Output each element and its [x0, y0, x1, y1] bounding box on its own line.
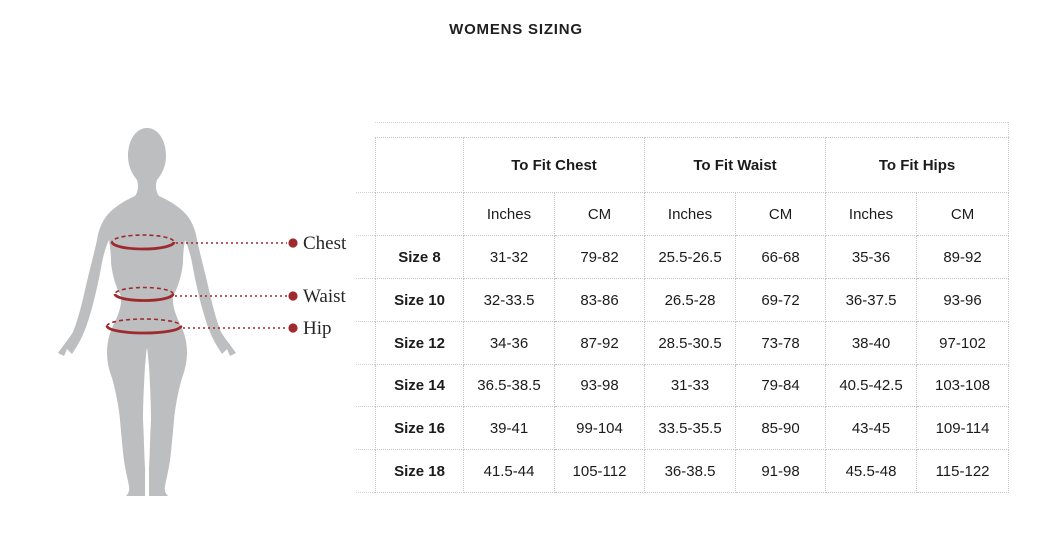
- table-cell: 31-33: [644, 364, 737, 407]
- gridline-left-stub: [356, 492, 375, 493]
- gridline-left-stub: [356, 278, 375, 279]
- table-row: Size 8 31-32 79-82 25.5-26.5 66-68 35-36…: [375, 235, 1010, 279]
- table-cell: 26.5-28: [644, 278, 737, 322]
- table-cell: 89-92: [916, 235, 1010, 279]
- table-cell: 35-36: [825, 235, 918, 279]
- table-cell: 79-82: [553, 235, 646, 279]
- table-cell: 33.5-35.5: [644, 406, 737, 450]
- table-cell: 105-112: [553, 449, 646, 493]
- corner-cell: [375, 137, 464, 193]
- subheader-cell: CM: [553, 192, 646, 236]
- table-cell: 28.5-30.5: [644, 321, 737, 365]
- table-row: Size 18 41.5-44 105-112 36-38.5 91-98 45…: [375, 449, 1010, 493]
- table-cell: 79-84: [735, 364, 827, 407]
- row-label: Size 10: [375, 278, 464, 322]
- table-cell: 93-98: [553, 364, 646, 407]
- corner-cell: [375, 192, 464, 236]
- table-cell: 109-114: [916, 406, 1010, 450]
- table-cell: 91-98: [735, 449, 827, 493]
- womens-sizing-table: To Fit Chest To Fit Waist To Fit Hips In…: [375, 137, 1010, 493]
- gridline-left-stub: [356, 192, 375, 193]
- table-row: Size 16 39-41 99-104 33.5-35.5 85-90 43-…: [375, 406, 1010, 450]
- hip-measure-arc: [105, 325, 183, 335]
- table-cell: 36-38.5: [644, 449, 737, 493]
- group-header-waist: To Fit Waist: [644, 137, 827, 193]
- subheader-cell: Inches: [825, 192, 918, 236]
- row-label: Size 12: [375, 321, 464, 365]
- table-cell: 45.5-48: [825, 449, 918, 493]
- table-cell: 41.5-44: [463, 449, 555, 493]
- subheader-cell: Inches: [644, 192, 737, 236]
- chest-dot-icon: [288, 238, 298, 248]
- table-cell: 34-36: [463, 321, 555, 365]
- hip-dot-icon: [288, 323, 298, 333]
- row-label: Size 16: [375, 406, 464, 450]
- gridline-left-stub: [356, 449, 375, 450]
- gridline-above-table: [375, 122, 1008, 123]
- table-cell: 40.5-42.5: [825, 364, 918, 407]
- table-cell: 103-108: [916, 364, 1010, 407]
- subheader-cell: CM: [916, 192, 1010, 236]
- group-header-chest: To Fit Chest: [462, 137, 646, 193]
- page-title: WOMENS SIZING: [449, 21, 583, 38]
- woman-silhouette-left-half: [58, 128, 147, 496]
- table-cell: 87-92: [553, 321, 646, 365]
- table-cell: 115-122: [916, 449, 1010, 493]
- hip-label: Hip: [303, 318, 332, 339]
- table-cell: 93-96: [916, 278, 1010, 322]
- group-header-hips: To Fit Hips: [825, 137, 1010, 193]
- gridline-left-stub: [356, 321, 375, 322]
- table-cell: 36-37.5: [825, 278, 918, 322]
- table-row: Size 12 34-36 87-92 28.5-30.5 73-78 38-4…: [375, 321, 1010, 365]
- table-cell: 36.5-38.5: [463, 364, 555, 407]
- table-cell: 69-72: [735, 278, 827, 322]
- row-label: Size 14: [375, 364, 464, 407]
- gridline-left-stub: [356, 364, 375, 365]
- gridline-right-stub: [1008, 122, 1009, 137]
- table-row: Size 10 32-33.5 83-86 26.5-28 69-72 36-3…: [375, 278, 1010, 322]
- chest-measure-arc: [110, 241, 176, 251]
- table-cell: 85-90: [735, 406, 827, 450]
- table-cell: 99-104: [553, 406, 646, 450]
- waist-measure-arc: [113, 293, 175, 302]
- table-cell: 73-78: [735, 321, 827, 365]
- table-subheader-row: Inches CM Inches CM Inches CM: [375, 192, 1010, 236]
- subheader-cell: CM: [735, 192, 827, 236]
- table-cell: 83-86: [553, 278, 646, 322]
- table-cell: 32-33.5: [463, 278, 555, 322]
- waist-label: Waist: [303, 286, 346, 307]
- gridline-left-stub: [356, 406, 375, 407]
- subheader-cell: Inches: [463, 192, 555, 236]
- waist-dot-icon: [288, 291, 298, 301]
- table-group-header-row: To Fit Chest To Fit Waist To Fit Hips: [375, 137, 1010, 193]
- table-row: Size 14 36.5-38.5 93-98 31-33 79-84 40.5…: [375, 364, 1010, 407]
- table-cell: 25.5-26.5: [644, 235, 737, 279]
- table-cell: 39-41: [463, 406, 555, 450]
- table-cell: 97-102: [916, 321, 1010, 365]
- woman-silhouette-right-half: [147, 128, 236, 496]
- table-cell: 66-68: [735, 235, 827, 279]
- table-cell: 31-32: [463, 235, 555, 279]
- chest-label: Chest: [303, 233, 347, 254]
- gridline-left-stub: [356, 235, 375, 236]
- row-label: Size 18: [375, 449, 464, 493]
- table-cell: 38-40: [825, 321, 918, 365]
- row-label: Size 8: [375, 235, 464, 279]
- table-cell: 43-45: [825, 406, 918, 450]
